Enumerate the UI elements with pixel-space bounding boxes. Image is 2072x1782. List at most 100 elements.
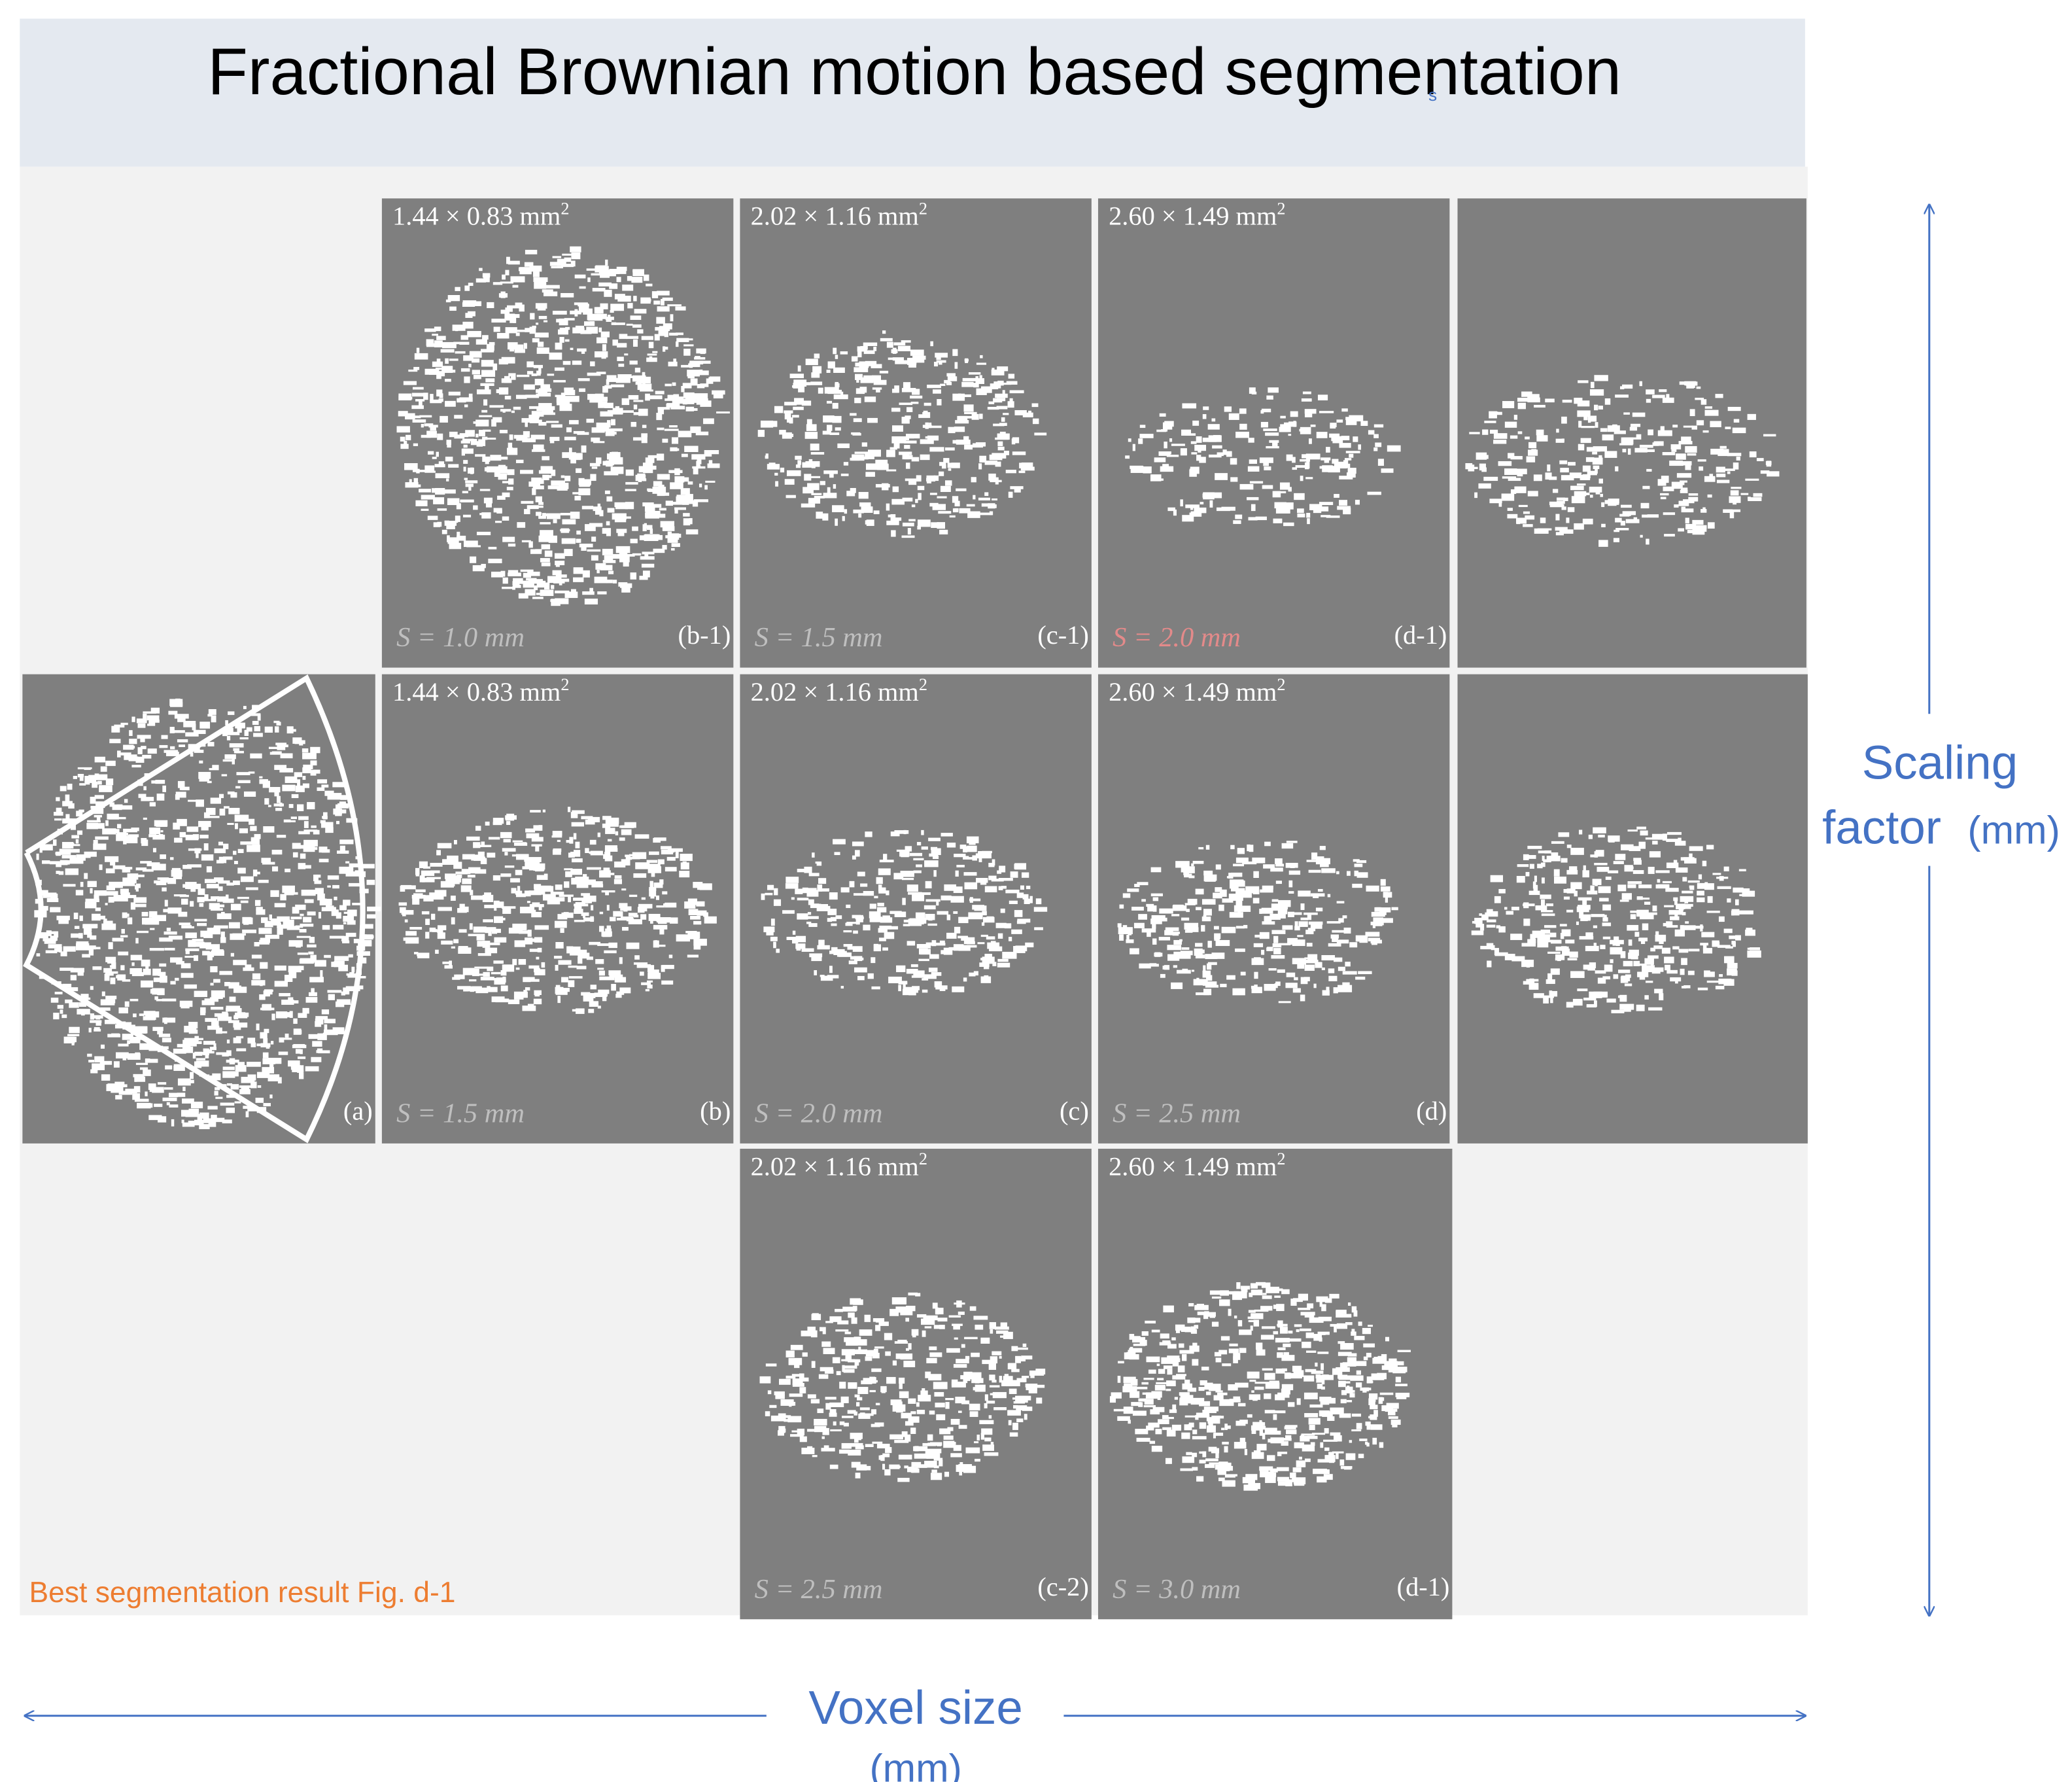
segment-pixel: [1577, 483, 1586, 485]
segment-pixel: [307, 945, 317, 948]
segment-pixel: [523, 431, 530, 438]
segment-pixel: [1527, 398, 1540, 402]
segment-pixel: [510, 878, 520, 882]
segment-pixel: [164, 750, 179, 752]
segment-pixel: [1634, 517, 1637, 522]
segment-pixel: [95, 801, 105, 808]
segment-pixel: [1152, 939, 1156, 945]
scaling-factor: S = 2.5 mm: [1113, 1098, 1241, 1129]
segment-pixel: [1473, 467, 1477, 469]
segment-pixel: [1555, 514, 1559, 521]
segment-pixel: [435, 890, 447, 896]
segment-pixel: [1600, 945, 1605, 949]
segment-pixel: [589, 588, 593, 595]
segment-pixel: [482, 335, 489, 340]
segment-pixel: [258, 1085, 261, 1088]
segment-pixel: [639, 466, 653, 472]
segment-pixel: [893, 1361, 897, 1366]
segment-pixel: [1587, 966, 1595, 971]
segment-pixel: [413, 387, 424, 390]
segment-pixel: [555, 343, 562, 350]
segment-pixel: [575, 842, 579, 848]
segment-pixel: [786, 495, 796, 498]
segment-pixel: [139, 1013, 145, 1016]
segment-pixel: [914, 1454, 928, 1459]
segment-pixel: [1214, 935, 1219, 941]
segment-pixel: [1034, 432, 1046, 435]
segment-pixel: [1719, 974, 1723, 977]
segment-pixel: [1189, 875, 1195, 878]
segment-pixel: [952, 1382, 966, 1388]
segment-pixel: [985, 886, 997, 892]
segment-pixel: [494, 929, 501, 933]
segment-pixel: [1344, 464, 1350, 468]
segment-pixel: [155, 780, 165, 784]
segment-pixel: [964, 856, 969, 858]
segment-pixel: [1234, 1353, 1237, 1355]
segment-pixel: [1337, 901, 1345, 903]
segment-pixel: [303, 917, 311, 922]
segment-pixel: [1603, 937, 1611, 939]
voxel-size: 1.44 × 0.83 mm2: [392, 675, 569, 707]
segment-pixel: [1590, 886, 1594, 891]
segment-pixel: [1519, 505, 1528, 507]
segment-pixel: [1655, 932, 1659, 935]
segment-pixel: [501, 985, 508, 991]
segment-pixel: [413, 893, 423, 898]
segment-pixel: [922, 847, 928, 850]
segment-pixel: [1164, 442, 1167, 448]
segment-pixel: [1602, 976, 1610, 979]
segment-pixel: [413, 367, 419, 370]
segment-pixel: [940, 941, 945, 943]
segment-pixel: [278, 1077, 282, 1083]
segment-pixel: [1665, 965, 1670, 970]
segment-pixel: [1166, 1389, 1171, 1391]
segment-pixel: [1578, 898, 1592, 901]
segment-pixel: [470, 557, 476, 563]
segment-pixel: [1576, 922, 1579, 925]
segment-pixel: [337, 803, 349, 809]
segment-pixel: [1297, 935, 1303, 937]
segment-pixel: [918, 414, 930, 418]
segment-pixel: [1173, 940, 1182, 945]
segment-pixel: [963, 394, 971, 397]
segment-pixel: [648, 395, 662, 399]
segment-pixel: [143, 818, 147, 820]
segment-pixel: [592, 466, 597, 468]
segment-pixel: [700, 360, 711, 364]
segment-pixel: [265, 727, 273, 733]
segment-pixel: [1551, 841, 1564, 844]
segment-pixel: [1648, 1007, 1662, 1011]
segment-pixel: [984, 492, 988, 496]
segment-pixel: [244, 792, 256, 797]
segment-pixel: [1623, 511, 1636, 515]
segment-pixel: [796, 947, 801, 951]
segment-pixel: [295, 905, 305, 910]
segment-pixel: [808, 1394, 816, 1398]
segment-pixel: [1705, 971, 1715, 977]
segment-pixel: [251, 980, 265, 985]
segment-pixel: [1305, 477, 1313, 479]
segment-pixel: [421, 424, 424, 427]
segment-pixel: [133, 1074, 144, 1077]
segment-pixel: [581, 893, 590, 896]
segment-pixel: [194, 1061, 201, 1068]
segment-pixel: [1251, 504, 1256, 512]
panel-label: (c-2): [1037, 1572, 1088, 1601]
segment-pixel: [1536, 430, 1544, 436]
segment-pixel: [204, 843, 209, 850]
segment-pixel: [1658, 479, 1666, 485]
segment-pixel: [95, 837, 109, 840]
segment-pixel: [935, 353, 948, 357]
segment-pixel: [163, 909, 175, 912]
segment-pixel: [990, 1322, 996, 1329]
segment-pixel: [1616, 518, 1619, 522]
segment-pixel: [1138, 914, 1147, 920]
segment-pixel: [142, 1103, 152, 1108]
segment-pixel: [760, 1376, 771, 1384]
panel: 2.02 × 1.16 mm2S = 2.0 mm(c): [740, 674, 1091, 1144]
segment-pixel: [46, 930, 52, 936]
segment-pixel: [559, 894, 574, 896]
segment-pixel: [1328, 894, 1330, 898]
segment-pixel: [596, 338, 607, 343]
